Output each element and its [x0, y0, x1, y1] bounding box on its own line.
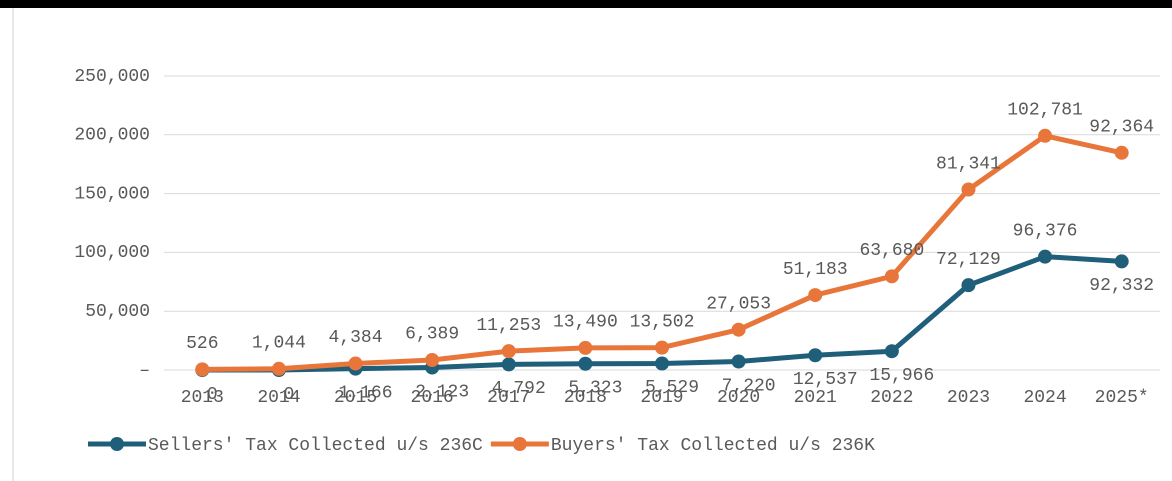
marker [501, 357, 516, 372]
data-label: 102,781 [1007, 101, 1083, 121]
y-tick-label: 150,000 [74, 184, 150, 204]
y-tick-label: 50,000 [85, 302, 150, 322]
x-tick-label: 2024 [1023, 388, 1066, 408]
marker [271, 361, 286, 376]
legend-label: Sellers' Tax Collected u/s 236C [148, 436, 483, 456]
marker [578, 356, 593, 371]
x-tick-label: 2025* [1095, 388, 1149, 408]
data-label: 5,529 [645, 378, 699, 398]
marker [884, 344, 899, 359]
x-tick-label: 2016 [411, 388, 454, 408]
y-tick-label: 200,000 [74, 126, 150, 146]
data-label: 27,053 [706, 294, 771, 314]
marker [348, 356, 363, 371]
marker [1114, 145, 1129, 160]
data-label: 81,341 [936, 154, 1001, 174]
data-label: 12,537 [793, 370, 858, 390]
data-label: 13,502 [630, 312, 695, 332]
data-label: 51,183 [783, 260, 848, 280]
marker [884, 269, 899, 284]
marker [808, 348, 823, 363]
marker [731, 322, 746, 337]
data-label: 63,680 [859, 241, 924, 261]
data-label: 7,220 [722, 376, 776, 396]
marker [655, 340, 669, 355]
marker [578, 340, 593, 355]
marker [1038, 249, 1053, 264]
data-label: 1,044 [252, 334, 306, 354]
y-tick-label: – [139, 361, 150, 381]
legend-marker [110, 437, 124, 451]
marker [731, 354, 746, 369]
marker [1038, 128, 1053, 143]
data-label: 92,332 [1089, 276, 1154, 296]
data-label: 5,323 [568, 378, 622, 398]
data-label: 1,166 [339, 383, 393, 403]
data-label: 72,129 [936, 250, 1001, 270]
data-label: 6,389 [405, 325, 459, 345]
y-tick-label: 250,000 [74, 67, 150, 87]
x-tick-label: 2019 [640, 388, 683, 408]
data-label: 92,364 [1089, 118, 1154, 138]
x-tick-label: 2018 [564, 388, 607, 408]
data-label: 2,123 [415, 382, 469, 402]
data-label: 96,376 [1013, 221, 1078, 241]
x-tick-label: 2021 [794, 388, 837, 408]
x-tick-label: 2015 [334, 388, 377, 408]
data-label: 0 [207, 385, 218, 405]
marker [961, 278, 976, 293]
x-tick-label: 2014 [257, 388, 300, 408]
x-tick-label: 2022 [870, 388, 913, 408]
data-label: 15,966 [869, 366, 934, 386]
marker [655, 356, 669, 371]
top-rule [0, 0, 1172, 8]
x-tick-label: 2017 [487, 388, 530, 408]
data-label: 11,253 [476, 316, 541, 336]
data-label: 0 [284, 385, 295, 405]
data-label: 4,792 [492, 379, 546, 399]
marker [808, 288, 823, 303]
legend-marker [512, 437, 527, 451]
data-label: 13,490 [553, 313, 618, 333]
y-tick-label: 100,000 [74, 243, 150, 263]
marker [425, 352, 440, 367]
x-tick-label: 2020 [717, 388, 760, 408]
data-label: 4,384 [329, 328, 383, 348]
x-tick-label: 2013 [181, 388, 224, 408]
marker [961, 182, 976, 197]
legend-label: Buyers' Tax Collected u/s 236K [551, 436, 875, 456]
data-label: 526 [186, 334, 218, 354]
x-tick-label: 2023 [947, 388, 990, 408]
marker [1114, 254, 1129, 269]
marker [195, 362, 210, 377]
marker [501, 344, 516, 359]
